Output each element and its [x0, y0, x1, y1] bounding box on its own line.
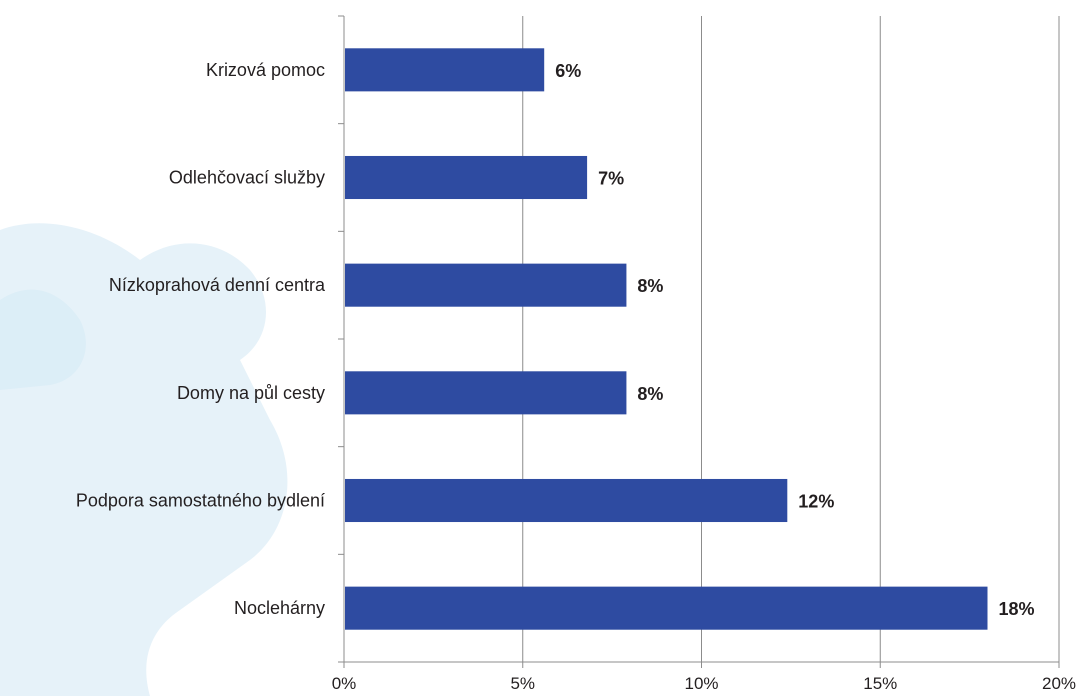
category-label: Noclehárny: [234, 598, 325, 618]
data-labels: 6% 7% 8% 8% 12% 18%: [555, 61, 1034, 619]
bars: [345, 48, 988, 630]
data-label: 8%: [637, 276, 663, 296]
x-tick-labels: 0% 5% 10% 15% 20%: [332, 674, 1076, 693]
data-label: 18%: [999, 599, 1035, 619]
puzzle-watermark-shape-2: [0, 289, 86, 390]
x-tick-label: 0%: [332, 674, 357, 693]
category-label: Odlehčovací služby: [169, 168, 325, 188]
bar: [345, 48, 545, 92]
x-tick-label: 20%: [1042, 674, 1076, 693]
x-tick-label: 5%: [510, 674, 535, 693]
bar: [345, 478, 788, 523]
category-labels: Krizová pomoc Odlehčovací služby Nízkoprah…: [76, 60, 326, 618]
data-label: 8%: [637, 384, 663, 404]
gridlines: [522, 16, 1060, 662]
x-tick-label: 10%: [684, 674, 718, 693]
category-label: Podpora samostatného bydlení: [76, 491, 325, 511]
bar: [345, 155, 588, 200]
data-label: 12%: [798, 492, 834, 512]
data-label: 6%: [555, 61, 581, 81]
category-label: Krizová pomoc: [206, 60, 325, 80]
bar: [345, 371, 627, 415]
bar: [345, 586, 988, 630]
x-tick-label: 15%: [863, 674, 897, 693]
category-label: Domy na půl cesty: [177, 383, 325, 403]
bar: [345, 263, 627, 307]
category-label: Nízkoprahová denní centra: [109, 275, 326, 295]
axes: [338, 15, 1060, 668]
data-label: 7%: [598, 169, 624, 189]
